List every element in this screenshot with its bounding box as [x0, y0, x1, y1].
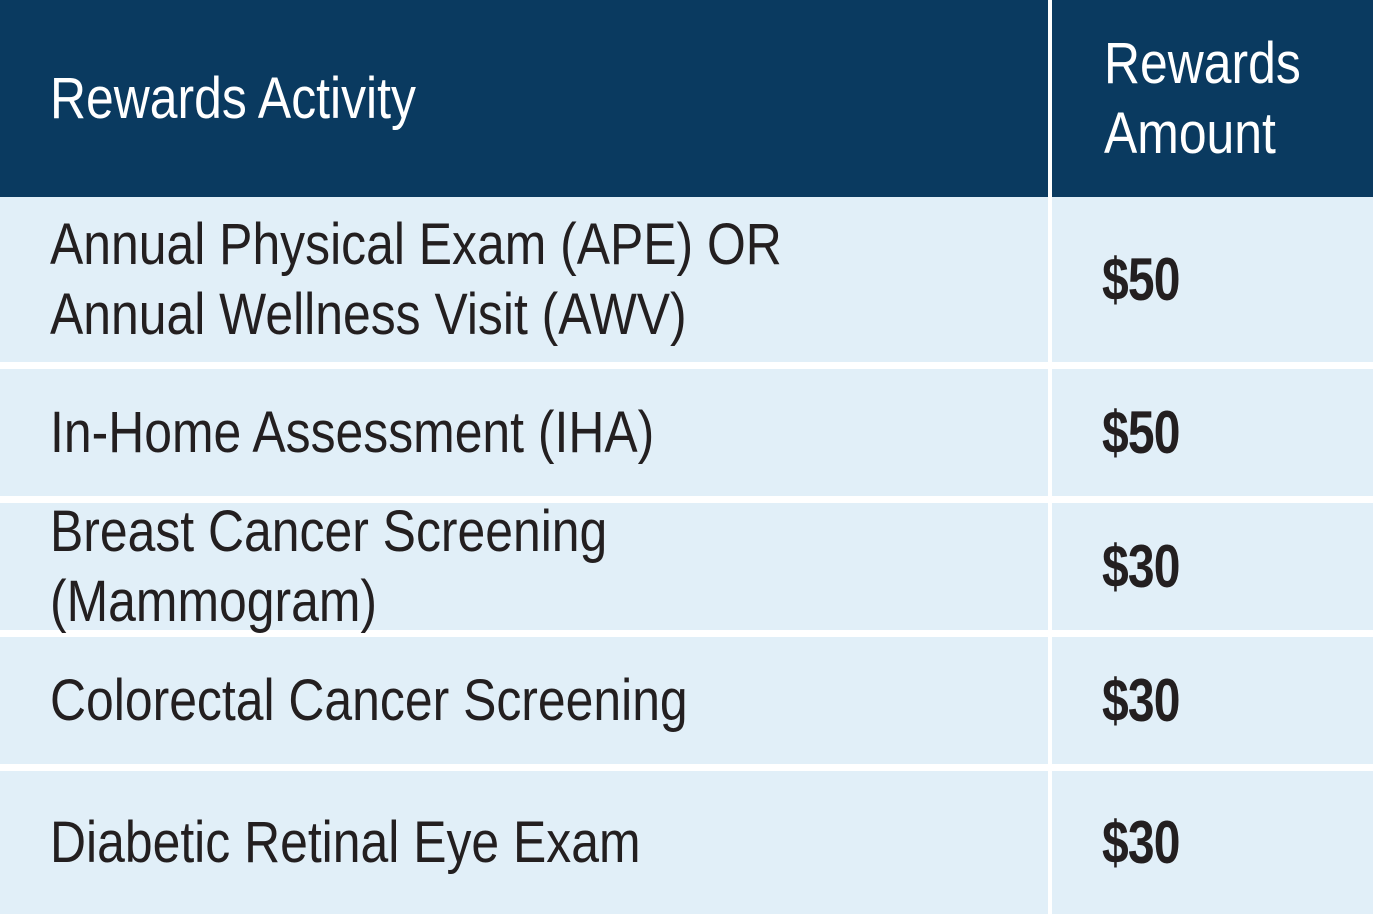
- amount-value: $30: [1102, 533, 1180, 600]
- table-row-activity: Colorectal Cancer Screening: [0, 630, 1052, 764]
- activity-label: Annual Physical Exam (APE) OR Annual Wel…: [50, 211, 782, 347]
- table-row-amount: $30: [1052, 764, 1373, 914]
- table-row-activity: Diabetic Retinal Eye Exam: [0, 764, 1052, 914]
- table-row-amount: $30: [1052, 496, 1373, 630]
- header-rewards-activity-label: Rewards Activity: [50, 66, 416, 131]
- activity-label: Breast Cancer Screening (Mammogram): [50, 498, 608, 634]
- header-rewards-amount-label: Rewards Amount: [1104, 30, 1301, 166]
- amount-value: $30: [1102, 809, 1180, 876]
- header-rewards-amount: Rewards Amount: [1052, 0, 1373, 197]
- activity-label: In-Home Assessment (IHA): [50, 399, 655, 465]
- header-rewards-activity: Rewards Activity: [0, 0, 1052, 197]
- activity-label: Diabetic Retinal Eye Exam: [50, 809, 641, 875]
- activity-label: Colorectal Cancer Screening: [50, 667, 688, 733]
- amount-value: $30: [1102, 667, 1180, 734]
- table-row-amount: $50: [1052, 197, 1373, 362]
- amount-value: $50: [1102, 246, 1180, 313]
- table-row-activity: In-Home Assessment (IHA): [0, 362, 1052, 496]
- amount-value: $50: [1102, 399, 1180, 466]
- table-row-activity: Annual Physical Exam (APE) OR Annual Wel…: [0, 197, 1052, 362]
- table-row-amount: $30: [1052, 630, 1373, 764]
- table-row-amount: $50: [1052, 362, 1373, 496]
- table-row-activity: Breast Cancer Screening (Mammogram): [0, 496, 1052, 634]
